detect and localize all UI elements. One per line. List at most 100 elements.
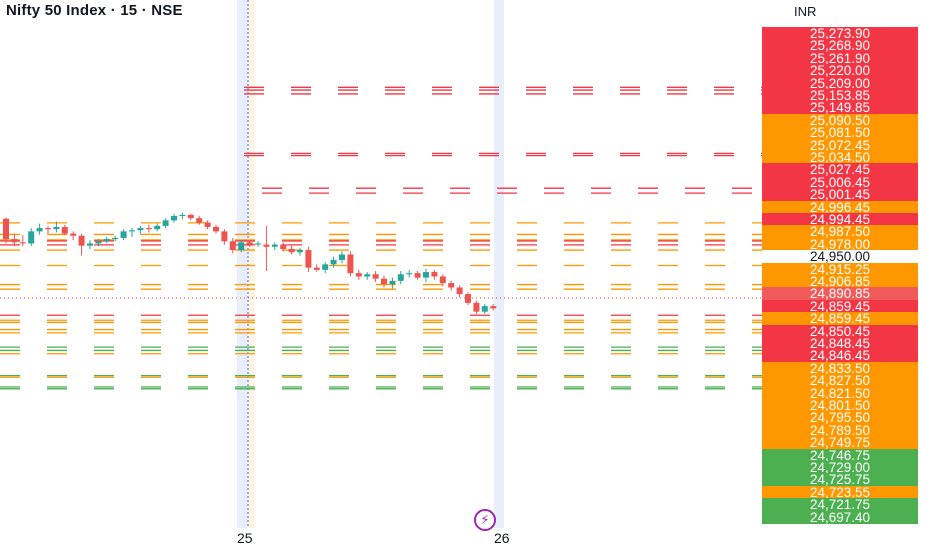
price-tag: 24,697.40 — [762, 510, 918, 524]
candle-body — [53, 226, 60, 230]
price-tag: 25,001.45 — [762, 188, 918, 202]
candle-body — [204, 222, 211, 227]
candle-body — [87, 243, 93, 246]
candle-body — [355, 273, 362, 277]
candle-body — [238, 242, 245, 251]
currency-label[interactable]: INR — [794, 4, 817, 19]
candle-body — [162, 220, 169, 226]
price-tag: 25,006.45 — [762, 175, 918, 189]
price-tag: 24,978.00 — [762, 237, 918, 251]
candle-body — [339, 254, 345, 260]
session-band — [494, 0, 504, 528]
candle-body — [112, 237, 119, 240]
price-tag: 24,950.00 — [762, 250, 918, 264]
candle-body — [271, 244, 278, 247]
candle-body — [473, 302, 480, 312]
price-tag: 24,729.00 — [762, 461, 918, 474]
candle-body — [305, 250, 312, 268]
candle-body — [448, 283, 455, 288]
candle-body — [221, 231, 228, 242]
candle-body — [255, 243, 261, 245]
candle-body — [95, 241, 102, 244]
candle-body — [179, 214, 186, 216]
candle-body — [171, 215, 177, 221]
price-tag: 24,987.50 — [762, 225, 918, 239]
price-tag: 25,072.45 — [762, 138, 918, 152]
price-tag: 24,994.45 — [762, 213, 918, 226]
price-tag: 24,721.75 — [762, 498, 918, 512]
price-tag: 24,915.25 — [762, 262, 918, 276]
candle-body — [490, 306, 497, 309]
price-axis[interactable]: INR 25,273.90 25,268.90 25,261.90 25,220.00… — [762, 0, 932, 550]
price-tag: 24,848.45 — [762, 337, 918, 350]
time-tick-label: 26 — [494, 530, 510, 546]
candlestick-chart[interactable] — [0, 0, 762, 528]
candle-body — [145, 228, 152, 230]
price-tag: 24,890.85 — [762, 287, 918, 301]
price-tag: 24,749.75 — [762, 436, 918, 450]
price-tag: 25,273.90 — [762, 27, 918, 40]
candle-body — [129, 230, 135, 232]
price-tag: 25,153.85 — [762, 89, 918, 102]
candle-body — [330, 259, 337, 265]
price-tag: 25,209.00 — [762, 76, 918, 90]
price-tag: 24,789.50 — [762, 423, 918, 437]
chart-area[interactable]: Nifty 50 Index · 15 · NSE — [0, 0, 762, 528]
candle-body — [137, 228, 144, 231]
candle-body — [465, 294, 471, 303]
candle-body — [280, 244, 287, 249]
candle-body — [297, 250, 303, 253]
time-axis[interactable]: 25 26 — [0, 528, 762, 550]
price-tag: 24,859.45 — [762, 312, 918, 326]
candle-body — [45, 228, 51, 230]
price-tag: 24,821.50 — [762, 386, 918, 400]
lightning-event-icon[interactable]: ⚡ — [474, 509, 496, 531]
candle-body — [36, 228, 43, 232]
candle-body — [322, 264, 329, 270]
candle-body — [414, 273, 421, 278]
price-tag: 24,801.50 — [762, 399, 918, 412]
candle-body — [456, 287, 463, 295]
candle-body — [381, 278, 387, 285]
candle-body — [406, 273, 413, 275]
candle-body — [70, 233, 77, 236]
price-tag: 25,027.45 — [762, 163, 918, 177]
price-tag: 25,090.50 — [762, 113, 918, 127]
price-tag: 24,746.75 — [762, 448, 918, 462]
candle-body — [103, 239, 110, 242]
price-tag: 25,220.00 — [762, 64, 918, 78]
candle-body — [213, 226, 219, 232]
price-tag: 25,261.90 — [762, 51, 918, 65]
candle-body — [78, 235, 85, 246]
candle-body — [196, 218, 203, 223]
session-band — [247, 0, 255, 528]
candle-body — [154, 225, 161, 230]
candle-body — [439, 276, 446, 284]
price-tag: 25,081.50 — [762, 126, 918, 140]
candle-body — [187, 214, 194, 219]
price-tag: 24,725.75 — [762, 473, 918, 487]
candle-body — [263, 244, 270, 247]
candle-body — [372, 274, 379, 279]
price-tag: 25,268.90 — [762, 39, 918, 53]
candle-body — [61, 226, 68, 234]
candle-body — [246, 242, 253, 245]
candle-body — [364, 274, 371, 277]
price-tag: 24,906.85 — [762, 275, 918, 288]
candle-body — [431, 272, 438, 277]
time-tick-label: 25 — [237, 530, 253, 546]
price-tag: 25,149.85 — [762, 101, 918, 115]
price-tag: 24,795.50 — [762, 411, 918, 425]
candle-body — [3, 218, 9, 240]
candle-body — [288, 248, 295, 253]
price-tag: 24,996.45 — [762, 200, 918, 214]
candle-body — [28, 231, 35, 244]
price-tag: 24,859.45 — [762, 299, 918, 313]
chart-title: Nifty 50 Index · 15 · NSE — [6, 2, 183, 19]
price-tag: 24,846.45 — [762, 349, 918, 363]
candle-body — [397, 274, 404, 281]
candle-body — [313, 267, 320, 270]
price-tag: 24,850.45 — [762, 324, 918, 338]
candle-body — [11, 239, 18, 243]
candle-body — [19, 242, 26, 244]
